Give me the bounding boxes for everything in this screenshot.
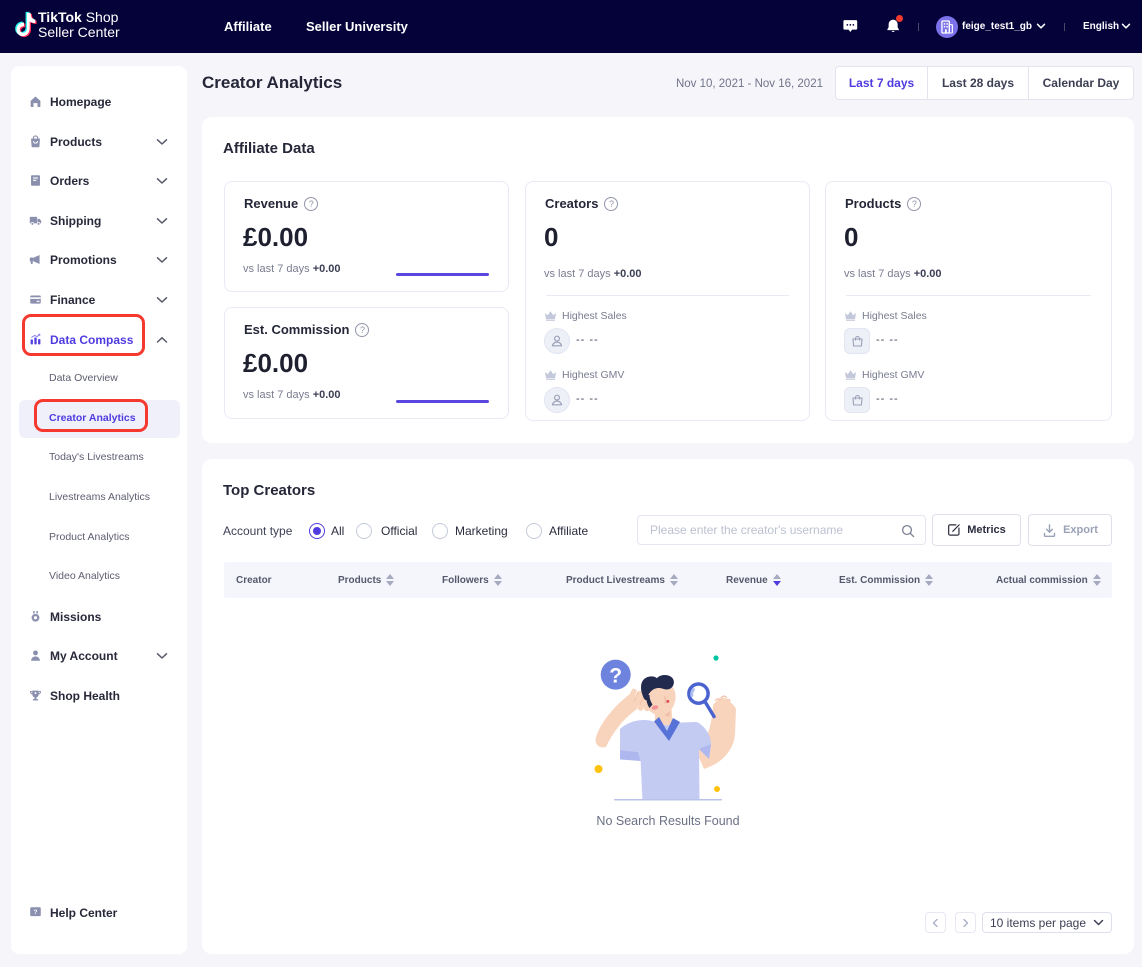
svg-text:?: ? <box>34 909 38 916</box>
svg-text:?: ? <box>609 665 622 688</box>
